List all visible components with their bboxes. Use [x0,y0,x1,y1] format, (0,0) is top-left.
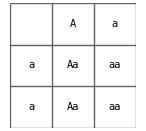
Text: a: a [112,19,118,29]
Text: A: A [70,19,76,29]
Text: a: a [28,61,34,70]
Text: aa: aa [109,61,121,70]
Text: Aa: Aa [67,102,79,112]
Text: aa: aa [109,102,121,112]
Text: a: a [28,102,34,112]
Text: Aa: Aa [67,61,79,70]
